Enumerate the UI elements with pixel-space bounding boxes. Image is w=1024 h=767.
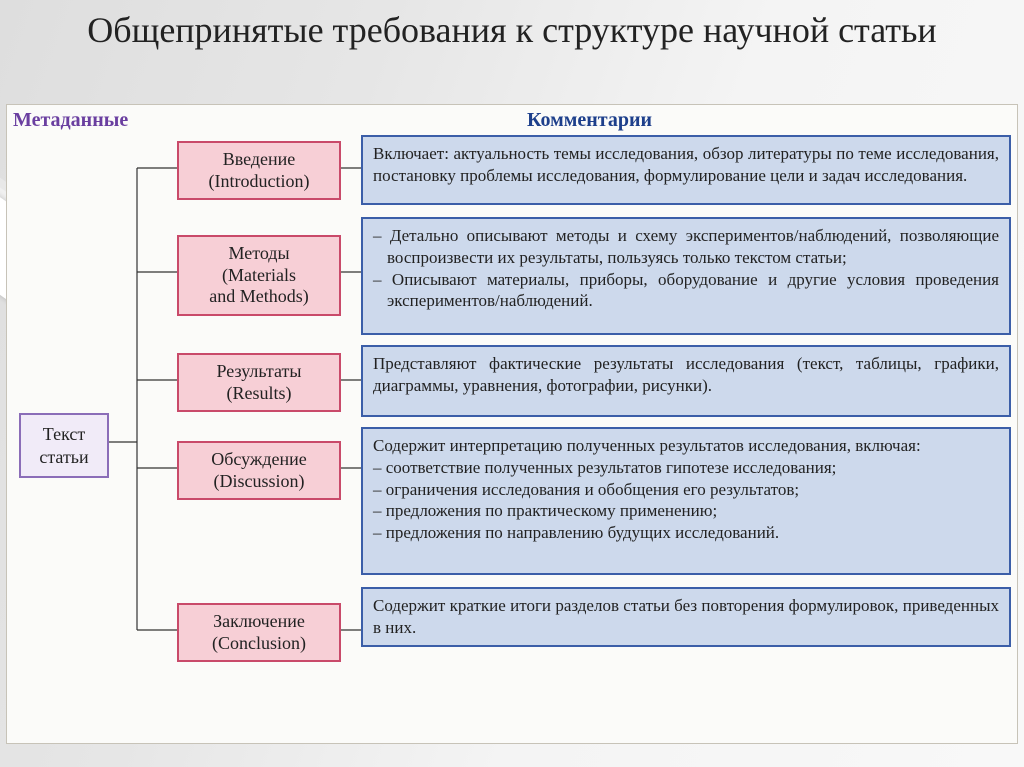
root-node: Текстстатьи — [19, 413, 109, 478]
section-introduction: Введение(Introduction) — [177, 141, 341, 200]
column-header-comments: Комментарии — [527, 109, 652, 132]
comment-conclusion: Содержит краткие итоги разделов статьи б… — [361, 587, 1011, 647]
section-discussion: Обсуждение(Discussion) — [177, 441, 341, 500]
slide-title: Общепринятые требования к структуре науч… — [0, 10, 1024, 51]
diagram-canvas: Метаданные Комментарии Текстстатьи Введе… — [6, 104, 1018, 744]
comment-results: Представляют фактические результаты иссл… — [361, 345, 1011, 417]
section-conclusion: Заключение(Conclusion) — [177, 603, 341, 662]
section-results: Результаты(Results) — [177, 353, 341, 412]
slide: Общепринятые требования к структуре науч… — [0, 0, 1024, 767]
column-header-metadata: Метаданные — [13, 109, 128, 132]
comment-introduction: Включает: актуальность темы исследования… — [361, 135, 1011, 205]
comment-discussion: Содержит интерпретацию полученных резуль… — [361, 427, 1011, 575]
comment-methods: – Детально описывают методы и схему эксп… — [361, 217, 1011, 335]
section-methods: Методы(Materialsand Methods) — [177, 235, 341, 316]
